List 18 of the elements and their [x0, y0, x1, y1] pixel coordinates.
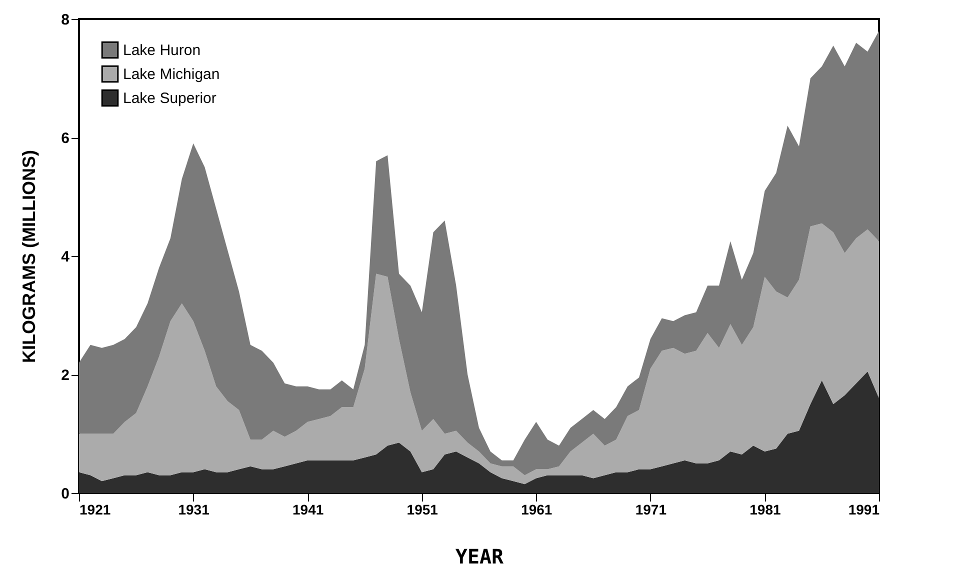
- y-tick-label: 4: [61, 248, 70, 266]
- x-tick-label: 1971: [635, 502, 667, 518]
- y-tick-label: 0: [61, 486, 70, 502]
- legend-label: Lake Superior: [123, 90, 216, 107]
- x-tick-label: 1981: [750, 502, 781, 518]
- y-tick-label: 6: [61, 130, 70, 147]
- legend-label: Lake Huron: [123, 42, 201, 59]
- x-tick-label: 1921: [80, 502, 111, 518]
- legend-label: Lake Michigan: [123, 66, 220, 83]
- y-tick-label: 2: [61, 367, 70, 384]
- x-tick-label: 1931: [178, 502, 210, 518]
- y-axis-title: KILOGRAMS (MILLIONS): [19, 150, 40, 363]
- x-tick-label: 1951: [406, 502, 438, 518]
- y-tick-label: 8: [61, 12, 70, 28]
- x-tick-label: 1991: [848, 502, 880, 518]
- x-axis-title: YEAR: [455, 544, 505, 568]
- x-tick-label: 1941: [292, 502, 324, 518]
- x-tick-label: 1961: [521, 502, 552, 518]
